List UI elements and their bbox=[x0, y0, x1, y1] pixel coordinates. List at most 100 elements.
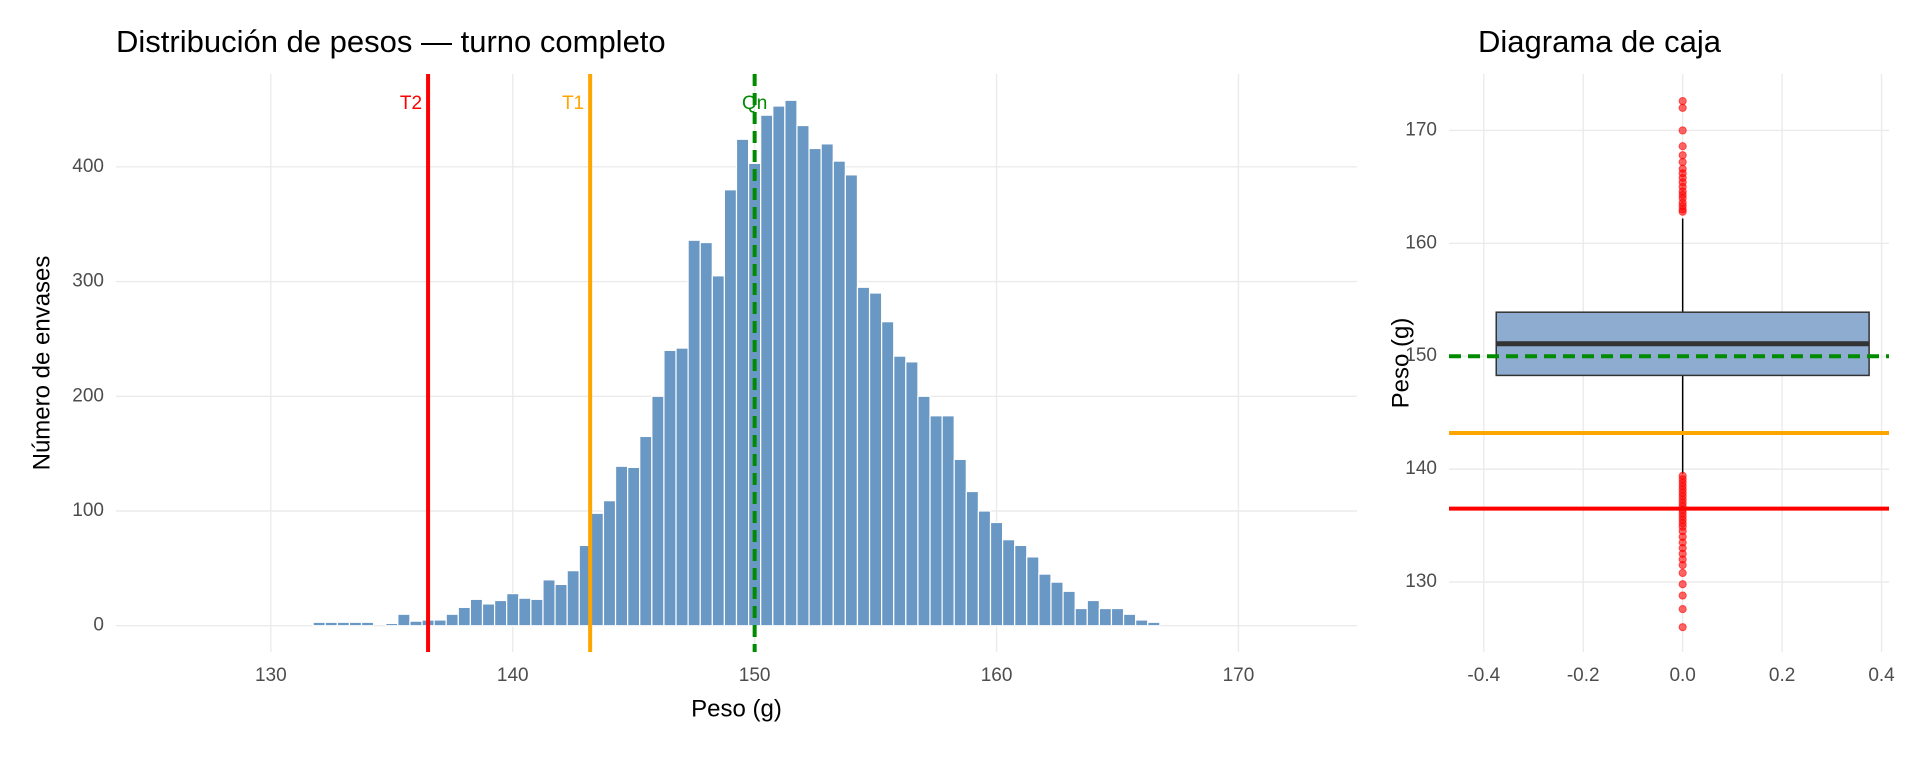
outlier bbox=[1678, 560, 1687, 570]
histogram-bar bbox=[1086, 599, 1100, 627]
y-axis-title: Peso (g) bbox=[1387, 318, 1414, 409]
histogram-bar bbox=[820, 143, 834, 627]
histogram-bar bbox=[699, 241, 713, 627]
histogram-bar bbox=[651, 395, 665, 627]
histogram-bar bbox=[493, 599, 508, 627]
outlier bbox=[1678, 580, 1687, 589]
x-tick-label: -0.4 bbox=[1467, 665, 1500, 686]
y-tick-label: 160 bbox=[1405, 232, 1437, 253]
histogram-bar bbox=[445, 613, 459, 627]
histogram-bar bbox=[832, 160, 846, 627]
histogram-bar bbox=[409, 620, 423, 627]
histogram-bar bbox=[481, 603, 496, 627]
y-tick-label: 400 bbox=[72, 156, 104, 177]
reference-label: T2 bbox=[400, 93, 422, 114]
histogram-bar bbox=[989, 521, 1004, 627]
histogram-bar bbox=[856, 286, 871, 627]
reference-label: T1 bbox=[562, 93, 584, 114]
histogram-bar bbox=[941, 415, 955, 627]
histogram-bar bbox=[893, 355, 907, 627]
histogram-bar bbox=[808, 147, 822, 627]
histogram-bar bbox=[1062, 590, 1076, 627]
histogram-bar bbox=[917, 395, 931, 627]
histogram-bar bbox=[977, 510, 992, 627]
x-tick-label: 160 bbox=[981, 665, 1013, 686]
histogram-bar bbox=[663, 349, 677, 627]
x-tick-label: 150 bbox=[739, 665, 771, 686]
histogram-bar bbox=[760, 114, 774, 627]
histogram-bar bbox=[844, 174, 859, 627]
histogram-bar bbox=[360, 621, 375, 627]
outlier bbox=[1678, 568, 1687, 578]
y-tick-label: 100 bbox=[72, 500, 104, 521]
outlier bbox=[1678, 126, 1687, 135]
histogram-bar bbox=[1098, 607, 1113, 627]
x-axis-title: Peso (g) bbox=[691, 695, 782, 722]
histogram-bar bbox=[530, 598, 544, 627]
histogram-bar bbox=[1014, 544, 1028, 627]
histogram-bar bbox=[1074, 607, 1088, 627]
histogram-bar bbox=[1002, 539, 1016, 627]
histogram-bar bbox=[1038, 573, 1052, 627]
histogram-bar bbox=[905, 361, 919, 627]
histogram-bar bbox=[711, 275, 726, 627]
histogram-bar bbox=[868, 292, 883, 627]
y-tick-label: 150 bbox=[1405, 345, 1437, 366]
chart-title: Diagrama de caja bbox=[1478, 24, 1722, 59]
outlier bbox=[1678, 96, 1687, 106]
x-tick-label: 130 bbox=[255, 665, 287, 686]
outlier bbox=[1678, 151, 1687, 160]
histogram-bar bbox=[1147, 621, 1161, 627]
histogram-bar bbox=[385, 622, 399, 627]
outlier bbox=[1678, 103, 1687, 112]
histogram-bar bbox=[614, 465, 629, 627]
y-tick-label: 300 bbox=[72, 271, 104, 292]
histogram-bar bbox=[506, 593, 520, 627]
x-tick-label: 0.4 bbox=[1868, 665, 1895, 686]
y-tick-label: 170 bbox=[1405, 119, 1437, 140]
outlier bbox=[1678, 164, 1687, 173]
histogram-bar bbox=[1050, 581, 1064, 627]
histogram-bar bbox=[433, 619, 447, 627]
histogram-bar bbox=[336, 621, 351, 627]
y-tick-label: 200 bbox=[72, 385, 104, 406]
reference-label: Qn bbox=[742, 93, 767, 114]
histogram-bar bbox=[1135, 619, 1149, 627]
histogram-bar bbox=[627, 466, 641, 627]
histogram-bar bbox=[929, 415, 943, 627]
x-tick-label: 170 bbox=[1223, 665, 1255, 686]
histogram-bar bbox=[735, 138, 750, 627]
x-tick-label: -0.2 bbox=[1567, 665, 1600, 686]
histogram-bar bbox=[566, 570, 580, 627]
histogram-bar bbox=[602, 500, 617, 627]
histogram-bar bbox=[542, 579, 556, 627]
x-tick-label: 140 bbox=[497, 665, 529, 686]
histogram-bar bbox=[1026, 556, 1040, 627]
x-tick-label: 0.0 bbox=[1669, 665, 1695, 686]
histogram-bar bbox=[639, 435, 653, 627]
histogram-bar bbox=[554, 583, 568, 627]
histogram-bar bbox=[397, 613, 411, 627]
histogram-bar bbox=[772, 105, 786, 627]
histogram-bar bbox=[457, 606, 471, 627]
y-axis-title: Número de envases bbox=[28, 256, 55, 471]
outlier bbox=[1678, 142, 1687, 151]
histogram-bar bbox=[312, 621, 326, 627]
histogram-bar bbox=[953, 458, 967, 627]
histogram-bar bbox=[723, 189, 738, 627]
y-tick-label: 0 bbox=[93, 615, 104, 636]
histogram-bar bbox=[469, 598, 484, 627]
histogram-bar bbox=[675, 347, 689, 627]
histogram-bar bbox=[881, 321, 895, 627]
histogram-bar bbox=[590, 512, 605, 627]
histogram-bar bbox=[518, 597, 532, 627]
histogram-bar bbox=[348, 621, 363, 627]
outlier bbox=[1678, 605, 1687, 614]
histogram-bar bbox=[687, 239, 701, 627]
outlier bbox=[1678, 157, 1687, 167]
histogram-bar bbox=[965, 490, 980, 627]
histogram-bar bbox=[1110, 607, 1125, 627]
